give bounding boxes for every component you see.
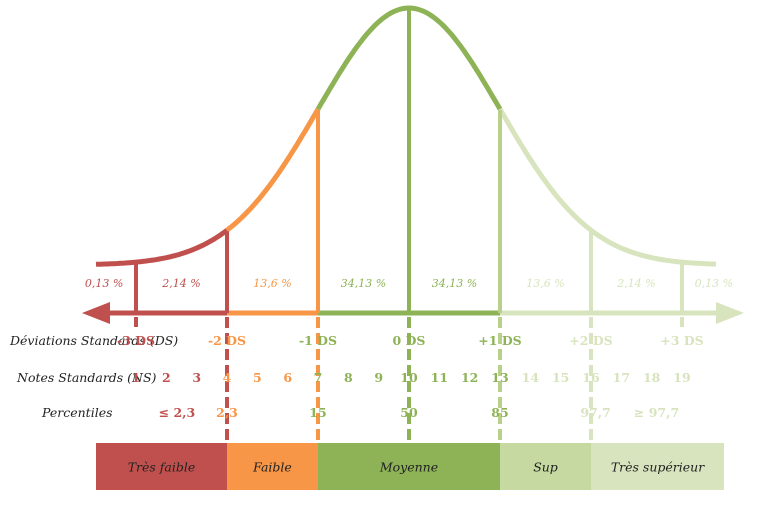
- ns-label: 12: [461, 370, 478, 385]
- ds-label: +3 DS: [660, 333, 703, 348]
- ds-label: -3 DS: [117, 333, 155, 348]
- axis-left-arrow: [82, 302, 110, 324]
- ns-label: 8: [344, 370, 353, 385]
- ns-label: 13: [491, 370, 508, 385]
- ns-row-label: Notes Standards (NS): [16, 370, 157, 385]
- category-bar: [500, 443, 591, 490]
- ds-row-label: Déviations Standards (DS): [9, 333, 178, 348]
- percent-label: 34,13 %: [341, 277, 386, 290]
- percent-label: 0,13 %: [695, 277, 733, 290]
- percentile-row-label: Percentiles: [41, 405, 113, 420]
- curve-segment: [225, 107, 321, 233]
- category-bar: [318, 443, 500, 490]
- category-bar: [591, 443, 724, 490]
- category-label: Moyenne: [379, 460, 438, 475]
- ns-label: 6: [283, 370, 292, 385]
- curve-segment: [95, 228, 229, 267]
- curve-segment: [497, 107, 717, 267]
- ns-label: 2: [162, 370, 171, 385]
- percentile-label: 85: [491, 405, 508, 420]
- percent-label: 13,6 %: [253, 277, 291, 290]
- percentile-label: 97,7: [580, 405, 610, 420]
- ns-label: 14: [522, 370, 540, 385]
- percent-label: 2,14 %: [161, 277, 200, 290]
- category-label: Sup: [533, 460, 558, 475]
- ns-label: 1: [132, 370, 141, 385]
- ns-label: 18: [643, 370, 661, 385]
- ds-label: -2 DS: [208, 333, 246, 348]
- percent-label: 34,13 %: [432, 277, 477, 290]
- axis-right-arrow: [716, 302, 744, 324]
- ns-label: 16: [582, 370, 600, 385]
- ns-label: 3: [192, 370, 201, 385]
- category-label: Très supérieur: [611, 460, 705, 475]
- ds-label: -1 DS: [299, 333, 337, 348]
- ns-label: 19: [673, 370, 690, 385]
- ns-label: 7: [314, 370, 323, 385]
- ns-label: 4: [223, 370, 232, 385]
- percent-label: 0,13 %: [85, 277, 123, 290]
- category-bar: [227, 443, 318, 490]
- ns-label: 5: [253, 370, 262, 385]
- ns-label: 10: [400, 370, 418, 385]
- category-bar: [96, 443, 227, 490]
- ns-label: 15: [552, 370, 569, 385]
- percentile-label: ≥ 97,7: [634, 405, 679, 420]
- percentile-label: 50: [400, 405, 418, 420]
- ds-label: +2 DS: [569, 333, 612, 348]
- ns-label: 9: [374, 370, 383, 385]
- ns-label: 17: [613, 370, 630, 385]
- curve-segment: [315, 5, 503, 111]
- ds-label: +1 DS: [478, 333, 521, 348]
- ds-label: 0 DS: [393, 333, 426, 348]
- percentile-label: 2,3: [216, 405, 238, 420]
- percentile-label: ≤ 2,3: [159, 405, 196, 420]
- category-label: Très faible: [128, 460, 196, 475]
- category-label: Faible: [252, 460, 292, 475]
- percentile-label: 15: [309, 405, 326, 420]
- percent-label: 2,14 %: [616, 277, 655, 290]
- percent-label: 13,6 %: [526, 277, 564, 290]
- ns-label: 11: [431, 370, 448, 385]
